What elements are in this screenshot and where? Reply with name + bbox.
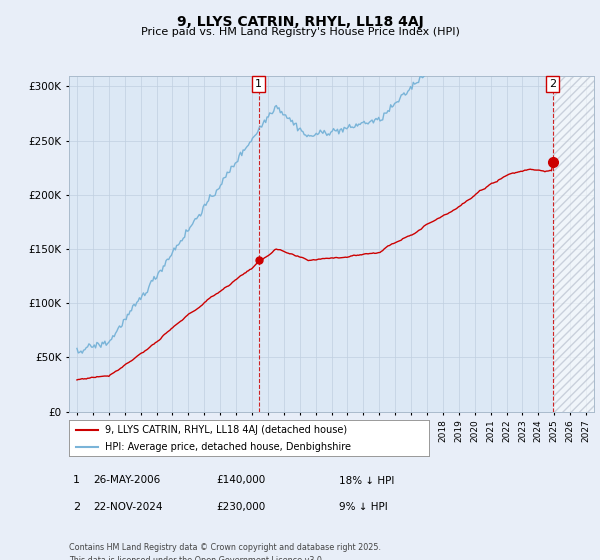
Text: Contains HM Land Registry data © Crown copyright and database right 2025.
This d: Contains HM Land Registry data © Crown c…	[69, 543, 381, 560]
Text: £230,000: £230,000	[216, 502, 265, 512]
Text: 26-MAY-2006: 26-MAY-2006	[93, 475, 160, 486]
Text: 22-NOV-2024: 22-NOV-2024	[93, 502, 163, 512]
Text: 9% ↓ HPI: 9% ↓ HPI	[339, 502, 388, 512]
Text: 2: 2	[73, 502, 80, 512]
Bar	[553, 76, 594, 412]
Text: 18% ↓ HPI: 18% ↓ HPI	[339, 475, 394, 486]
Text: 2: 2	[549, 79, 556, 89]
Text: 1: 1	[255, 79, 262, 89]
Text: 1: 1	[73, 475, 80, 486]
Text: £140,000: £140,000	[216, 475, 265, 486]
Text: HPI: Average price, detached house, Denbighshire: HPI: Average price, detached house, Denb…	[105, 442, 351, 452]
Text: 9, LLYS CATRIN, RHYL, LL18 4AJ (detached house): 9, LLYS CATRIN, RHYL, LL18 4AJ (detached…	[105, 425, 347, 435]
Text: 9, LLYS CATRIN, RHYL, LL18 4AJ: 9, LLYS CATRIN, RHYL, LL18 4AJ	[176, 15, 424, 29]
Text: Price paid vs. HM Land Registry's House Price Index (HPI): Price paid vs. HM Land Registry's House …	[140, 27, 460, 37]
